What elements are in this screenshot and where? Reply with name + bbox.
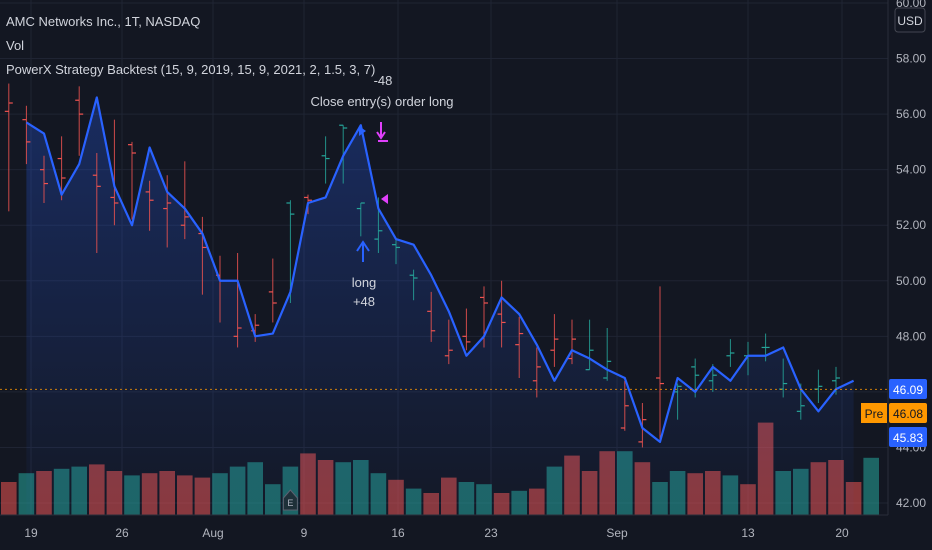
ohlc-bar: [444, 319, 453, 365]
ohlc-bar: [726, 339, 735, 367]
ohlc-bar: [40, 155, 48, 203]
price-tick-label: 48.00: [896, 329, 926, 343]
ohlc-bar: [163, 175, 172, 248]
trade-markers: -48 Close entry(s) order long long +48: [0, 73, 888, 390]
strategy-line: [25, 96, 855, 443]
price-area: [26, 97, 854, 515]
ohlc-bar: [110, 119, 119, 226]
ohlc-bar: [321, 136, 330, 184]
ohlc-bar: [585, 319, 594, 371]
exit-flag-icon: [381, 194, 388, 204]
ohlc-bar: [22, 105, 31, 165]
price-tick-label: 56.00: [896, 107, 926, 121]
time-tick-label: 16: [391, 526, 405, 540]
price-badge-bg: [889, 427, 927, 447]
time-tick-label: 19: [24, 526, 38, 540]
time-tick-label: 9: [301, 526, 308, 540]
price-tick-label: 52.00: [896, 218, 926, 232]
legend-symbol[interactable]: AMC Networks Inc., 1T, NASDAQ: [6, 14, 201, 29]
ohlc-bar: [286, 200, 295, 303]
volume-bar: [863, 457, 879, 515]
price-badge-value: 46.08: [893, 407, 923, 421]
ohlc-bar: [656, 286, 664, 442]
price-badge[interactable]: 45.83: [889, 427, 927, 447]
time-tick-label: Aug: [202, 526, 223, 540]
price-tick-label: 50.00: [896, 274, 926, 288]
entry-label: long: [352, 275, 377, 290]
ohlc-bar: [57, 136, 66, 201]
strategy-line-path: [25, 96, 855, 443]
ohlc-bar: [268, 258, 277, 323]
price-badge-value: 46.09: [893, 383, 923, 397]
ohlc-bar: [497, 280, 506, 348]
ohlc-bar: [392, 239, 400, 265]
price-badge-bg: [889, 403, 927, 423]
price-badge-bg: [889, 379, 927, 399]
pre-market-badge: [861, 403, 887, 423]
ohlc-bar: [356, 202, 365, 237]
exit-order-label: Close entry(s) order long: [310, 94, 453, 109]
exit-arrow-icon: [376, 122, 388, 142]
ohlc-bar: [4, 83, 13, 212]
legend-volume[interactable]: Vol: [6, 38, 25, 53]
entry-qty-label: +48: [353, 294, 375, 309]
currency-box[interactable]: [894, 7, 926, 33]
ohlc-bar: [550, 314, 559, 367]
time-tick-label: 23: [484, 526, 498, 540]
candle-bars: [4, 83, 840, 448]
currency-label: USD: [897, 14, 923, 28]
exit-qty-label: -48: [374, 73, 393, 88]
price-axis-bg: [888, 0, 932, 550]
entry-arrow-icon: [356, 240, 370, 262]
price-badge[interactable]: 46.09: [889, 379, 927, 399]
ohlc-bar: [462, 308, 471, 351]
pre-market-label: Pre: [865, 407, 884, 421]
ohlc-bar: [128, 141, 136, 220]
time-tick-label: 20: [835, 526, 849, 540]
entry-flag-icon: [359, 126, 366, 136]
ohlc-bar: [92, 153, 101, 253]
ohlc-bar: [145, 180, 154, 231]
price-area-fill: [26, 97, 854, 515]
price-tick-label: 58.00: [896, 52, 926, 66]
price-tick-label: 60.00: [896, 0, 926, 10]
ohlc-bar: [814, 369, 823, 403]
price-tick-label: 54.00: [896, 163, 926, 177]
price-badge-value: 45.83: [893, 431, 923, 445]
ohlc-bar: [515, 316, 524, 378]
price-badge[interactable]: Pre 46.08: [861, 403, 927, 423]
ohlc-bar: [427, 291, 436, 342]
price-tick-label: 42.00: [896, 496, 926, 510]
ohlc-bar: [180, 161, 189, 240]
time-tick-label: 26: [115, 526, 129, 540]
volume-bar: [1, 482, 17, 515]
ohlc-bar: [233, 253, 242, 348]
ohlc-bar: [603, 328, 612, 381]
ohlc-bar: [568, 319, 576, 365]
time-tick-label: 13: [741, 526, 755, 540]
ohlc-bar: [409, 269, 418, 301]
time-tick-label: Sep: [606, 526, 628, 540]
ohlc-bar: [620, 380, 629, 431]
legend-strategy[interactable]: PowerX Strategy Backtest (15, 9, 2019, 1…: [6, 62, 376, 77]
ohlc-bar: [75, 86, 84, 156]
